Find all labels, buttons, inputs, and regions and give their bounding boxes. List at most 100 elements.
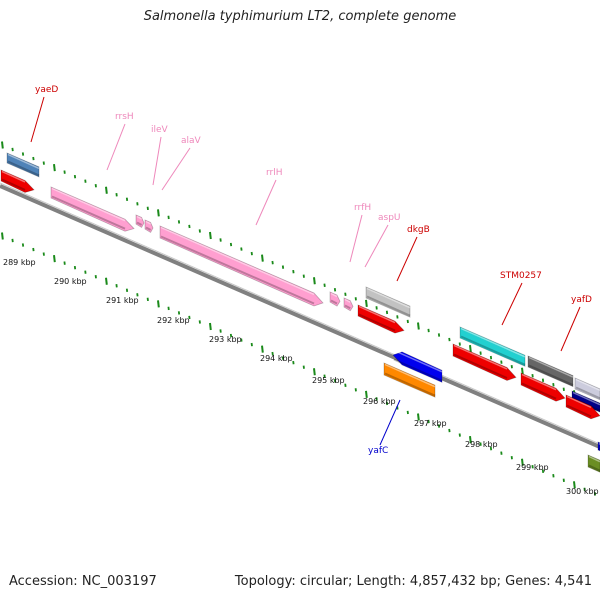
feature-rrsH [50,186,135,232]
kbp-label: 290 kbp [54,277,87,286]
feature-rrlH-gloss [160,226,315,296]
gene-label-yafc: yafC [368,399,401,456]
feature-rrfH-shade [330,299,338,305]
feature-red-arrow-3-body [452,343,517,381]
gene-name: STM0257 [500,271,542,281]
gene-label-yafd: yafD [560,295,592,352]
tick-mark [53,255,56,263]
leader-line [349,214,363,263]
feature-red-arrow-5-body [565,394,600,420]
feature-gray-box-gloss [528,356,574,378]
feature-red-arrow-1-gloss [1,170,26,183]
leader-line [364,224,389,268]
tick-mark [313,277,316,285]
gene-label-yaed: yaeD [30,85,58,143]
gene-label-rrlh: rrlH [255,168,283,226]
feature-dkgB-body [365,286,411,318]
feature-red-arrow-2-body [357,304,405,334]
feature-aspU [343,297,354,312]
kbp-label: 300 kbp [566,487,599,496]
feature-red-arrow-3-shade [453,353,508,379]
tick-mark [261,254,264,262]
feature-rrsH-shade [51,195,126,230]
leader-line [560,306,581,352]
tick-mark [1,232,4,240]
accession-text: Accession: NC_003197 [9,574,157,589]
feature-gray-box-body [527,355,574,388]
feature-alaV [144,219,154,233]
gene-name: rrfH [354,203,371,213]
tick-mark [365,299,368,307]
tick-mark [105,277,108,285]
feature-olive-box-shade [588,464,600,472]
backbone-line [0,184,600,449]
tick-mark [209,322,212,331]
feature-rrlH-shade [160,235,315,305]
upper-tick-row [1,141,597,405]
kbp-label: 297 kbp [414,419,447,428]
kbp-label: 298 kbp [465,440,498,449]
gene-label-aspu: aspU [364,213,401,268]
feature-yafC-gloss [384,363,436,388]
gene-label-rrsh: rrsH [106,112,134,171]
feature-aspU-shade [344,304,351,310]
gene-name: alaV [181,136,202,146]
backbone-highlight [0,182,600,445]
feature-yaeD-box-shade [7,160,40,177]
feature-red-arrow-4 [520,372,566,402]
feature-STM0257-body [459,326,526,367]
feature-ileV-shade [136,221,143,226]
feature-yaeD-box-gloss [7,153,40,170]
kbp-label: 289 kbp [3,258,36,267]
feature-yafD-box [574,377,600,401]
feature-alaV-gloss [145,220,151,225]
feature-STM0257 [459,326,526,367]
tick-mark [157,300,160,308]
kbp-label: 293 kbp [209,335,242,344]
feature-navy-box-gloss [572,391,600,406]
tick-mark [313,368,316,376]
leader-line [255,179,277,226]
feature-yafC-body [383,362,436,398]
feature-red-arrow-1-shade [1,178,26,191]
feature-blue-arrow-shade [393,358,443,382]
feature-red-arrow-4-body [520,372,566,402]
map-title: Salmonella typhimurium LT2, complete gen… [143,9,457,24]
kbp-label: 291 kbp [106,296,139,305]
feature-yafD-box-gloss [575,378,600,392]
feature-red-arrow-2 [357,304,405,334]
tick-mark [573,481,576,489]
feature-blue-arrow-body [392,351,443,383]
tick-mark [521,367,524,375]
feature-dkgB-gloss [366,287,411,309]
kbp-label: 299 kbp [516,463,549,472]
tick-mark [157,209,160,217]
tick-mark [1,141,4,149]
leader-line [152,136,162,186]
feature-olive-box-gloss [588,455,600,463]
kbp-label: 292 kbp [157,316,190,325]
feature-red-arrow-5 [565,394,600,420]
feature-rrsH-body [50,186,135,232]
feature-red-arrow-3-gloss [453,344,508,370]
gene-name: yafC [368,446,388,456]
feature-yafD-box-body [574,377,600,401]
feature-yafD-box-shade [575,386,600,400]
gene-name: rrsH [115,112,134,122]
gene-label-stm0257: STM0257 [500,271,542,326]
feature-rrfH-body [329,291,341,307]
tick-mark [417,322,420,330]
genome-stats-text: Topology: circular; Length: 4,857,432 bp… [234,574,592,589]
leader-line [30,96,45,143]
kbp-label: 296 kbp [363,397,396,406]
feature-rrlH-body [159,225,324,307]
feature-alaV-shade [145,226,152,231]
feature-blue-arrow [392,349,443,383]
gene-name: rrlH [266,168,283,178]
feature-yafC-shade [384,372,436,397]
gene-label-alav: alaV [161,136,202,191]
feature-yaeD-box-body [6,152,40,178]
feature-olive-box-body [587,454,600,473]
feature-red-arrow-5-gloss [566,395,592,409]
